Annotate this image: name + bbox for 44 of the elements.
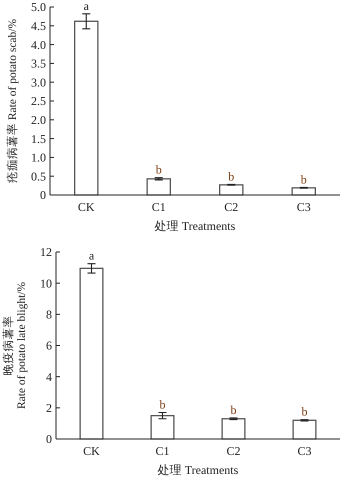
bar	[79, 268, 104, 440]
x-tick-label: C3	[296, 200, 311, 214]
x-axis-title: 处理 Treatments	[158, 463, 239, 477]
y-tick-label: 8	[46, 308, 52, 322]
y-tick-label: 10	[40, 276, 52, 290]
annotation: a	[88, 248, 95, 263]
y-axis-title: 疮痂病薯率 Rate of potato scab/%	[5, 18, 19, 184]
y-tick-label: 4.0	[31, 38, 46, 52]
x-tick-label: C3	[297, 444, 312, 458]
annotation: b	[156, 162, 162, 177]
annotation: b	[228, 169, 234, 184]
x-axis-title: 处理 Treatments	[154, 219, 236, 233]
x-tick-label: C2	[226, 444, 241, 458]
bar	[146, 178, 171, 196]
bar	[74, 20, 98, 196]
x-tick-label: C1	[155, 444, 170, 458]
bar	[221, 418, 246, 440]
bar	[150, 414, 175, 440]
annotation: b	[160, 398, 166, 412]
y-tick-label: 5.0	[31, 0, 46, 14]
y-tick-label: 2.5	[31, 94, 46, 108]
y-tick-label: 0	[40, 188, 46, 202]
y-tick-label: 1.0	[31, 150, 46, 165]
x-tick-label: C2	[224, 200, 238, 214]
x-tick-label: C1	[152, 200, 166, 214]
y-tick-label: 0	[46, 432, 52, 446]
y-tick-label: 6	[46, 338, 52, 353]
y-axis-title: 晚疫病薯率 Rate of potato late blight/%	[1, 282, 28, 410]
annotation: a	[84, 0, 90, 13]
annotation: b	[300, 172, 307, 186]
y-tick-label: 4	[46, 370, 52, 384]
y-tick-label: 2	[46, 401, 52, 416]
bar	[292, 420, 317, 440]
y-tick-label: 3.0	[31, 75, 46, 90]
y-tick-label: 4.5	[31, 19, 46, 33]
x-tick-label: CK	[78, 200, 95, 214]
y-tick-label: 2.0	[31, 113, 46, 127]
y-tick-label: 0.5	[31, 169, 46, 184]
y-tick-label: 1.5	[31, 132, 46, 146]
annotation: b	[230, 402, 236, 417]
y-tick-label: 12	[40, 245, 52, 260]
y-tick-label: 3.5	[31, 56, 46, 71]
x-tick-label: CK	[83, 444, 100, 458]
annotation: b	[302, 404, 308, 419]
